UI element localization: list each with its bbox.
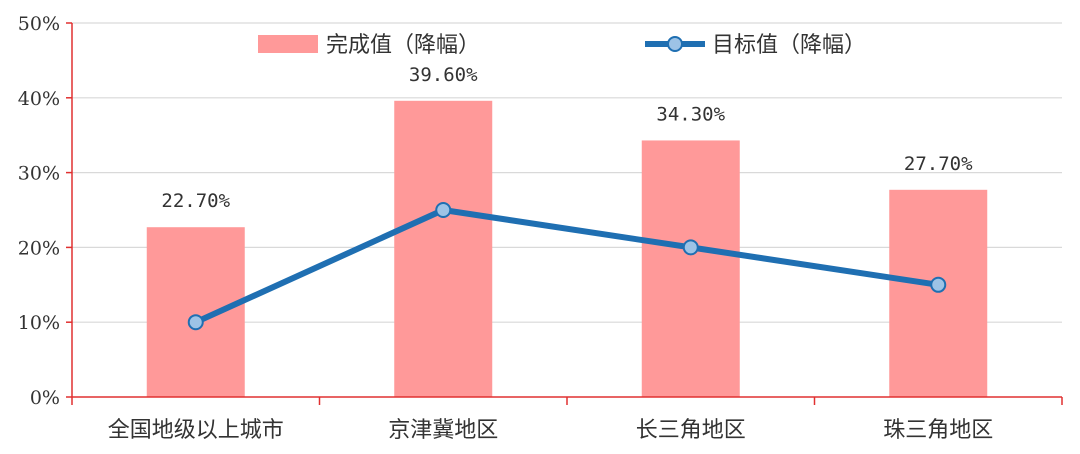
data-label: 22.70% [161, 190, 230, 212]
x-tick-label: 珠三角地区 [883, 418, 993, 443]
y-tick-labels: 0% 10% 20% 30% 40% 50% [18, 13, 60, 409]
bar [889, 189, 988, 397]
line-point [682, 239, 699, 256]
y-tick-label: 40% [18, 88, 60, 110]
line-point [930, 276, 947, 293]
y-tick-label: 20% [18, 237, 60, 259]
line-point [187, 314, 204, 331]
x-tick-label: 长三角地区 [636, 418, 746, 443]
data-labels: 22.70% 39.60% 34.30% 27.70% [161, 64, 973, 212]
x-tick-label: 京津冀地区 [388, 418, 498, 443]
bars [146, 100, 988, 398]
legend-line-marker [667, 36, 683, 52]
x-tick-labels: 全国地级以上城市 京津冀地区 长三角地区 珠三角地区 [108, 418, 994, 443]
y-tick-label: 50% [18, 13, 60, 35]
target-line [187, 202, 947, 331]
bar [641, 140, 740, 397]
data-label: 27.70% [904, 153, 973, 175]
bar [394, 100, 493, 398]
legend-bar-swatch [258, 35, 318, 53]
line-point [435, 202, 452, 218]
legend-bar-label: 完成值（降幅） [326, 33, 480, 58]
y-tick-label: 10% [18, 312, 60, 334]
axes [66, 22, 1063, 405]
bar [146, 227, 245, 397]
y-tick-label: 0% [30, 387, 60, 409]
data-label: 39.60% [409, 64, 478, 86]
legend-line-label: 目标值（降幅） [712, 33, 866, 58]
data-label: 34.30% [656, 103, 725, 125]
legend: 完成值（降幅） 目标值（降幅） [258, 33, 866, 58]
series-line [194, 207, 939, 325]
y-tick-label: 30% [18, 163, 60, 185]
x-tick-label: 全国地级以上城市 [108, 418, 284, 443]
